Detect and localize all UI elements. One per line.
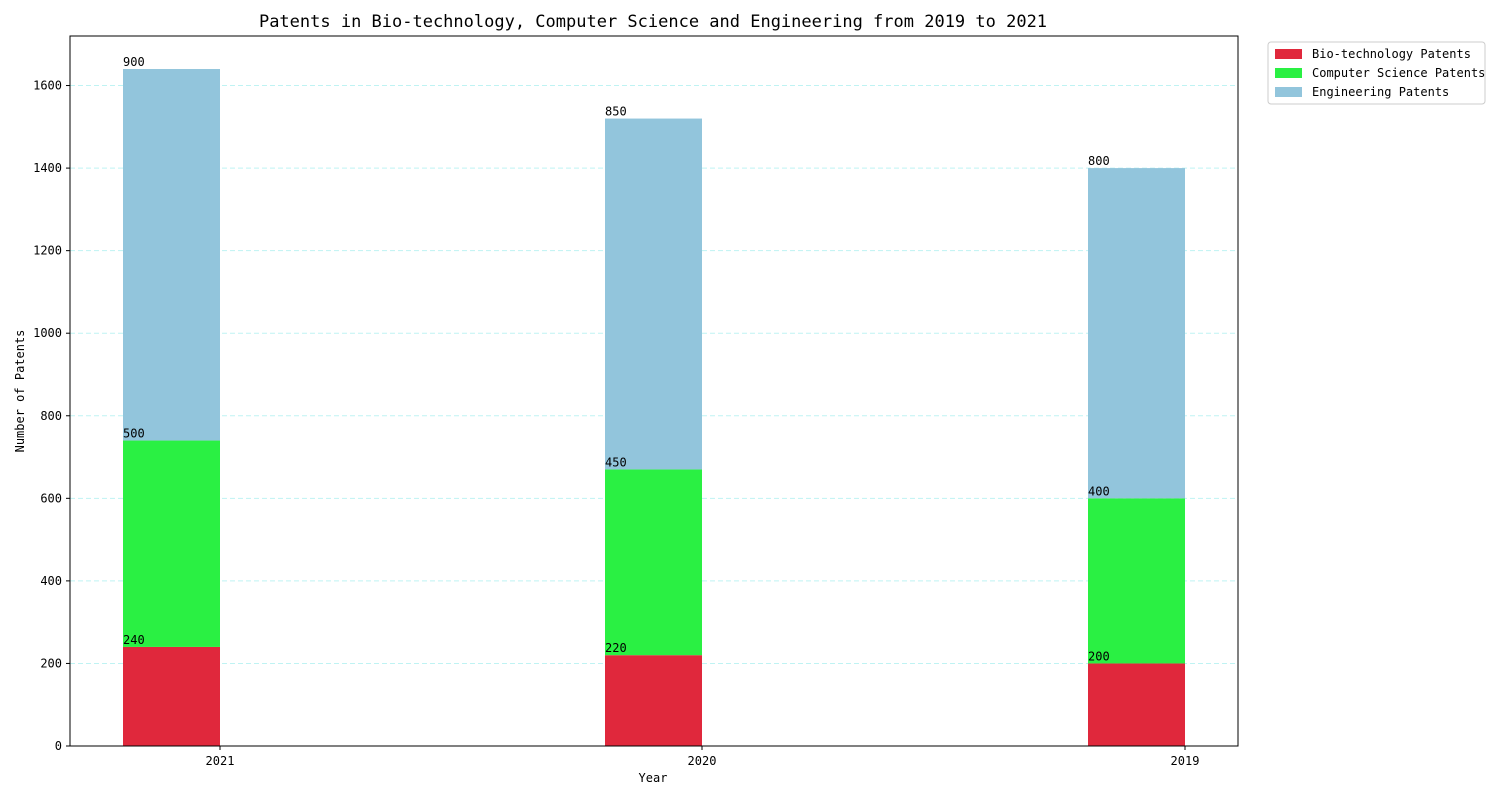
y-tick-label: 400 bbox=[40, 574, 62, 588]
legend: Bio-technology Patents Computer Science P… bbox=[1267, 41, 1486, 105]
y-axis: 0 200 400 600 800 1000 1200 1400 1600 bbox=[33, 79, 70, 753]
y-tick-label: 600 bbox=[40, 491, 62, 505]
bar-segment bbox=[123, 646, 220, 746]
bar-segment bbox=[1088, 498, 1185, 664]
legend-entry: Engineering Patents bbox=[1312, 85, 1449, 99]
legend-swatch bbox=[1275, 68, 1302, 78]
y-tick-label: 1400 bbox=[33, 161, 62, 175]
legend-frame bbox=[1267, 41, 1486, 105]
plot-frame bbox=[69, 35, 1239, 747]
bar-segment bbox=[123, 69, 220, 441]
data-label: 400 bbox=[1088, 484, 1110, 498]
y-tick-label: 1600 bbox=[33, 79, 62, 93]
bar-segment bbox=[1088, 663, 1185, 746]
data-labels: 240 500 900 220 450 850 200 400 800 bbox=[123, 55, 1110, 663]
data-label: 850 bbox=[605, 105, 627, 119]
y-tick-label: 0 bbox=[55, 739, 62, 753]
bar-segment bbox=[123, 440, 220, 647]
chart-title: Patents in Bio-technology, Computer Scie… bbox=[259, 12, 1047, 32]
x-axis: 2021 2020 2019 bbox=[206, 746, 1200, 768]
y-tick-label: 1000 bbox=[33, 326, 62, 340]
data-label: 500 bbox=[123, 427, 145, 441]
legend-swatch bbox=[1275, 87, 1302, 97]
data-label: 200 bbox=[1088, 649, 1110, 663]
y-axis-label: Number of Patents bbox=[13, 330, 27, 453]
y-tick-label: 200 bbox=[40, 656, 62, 670]
legend-entry: Computer Science Patents bbox=[1312, 66, 1485, 80]
data-label: 220 bbox=[605, 641, 627, 655]
legend-entry: Bio-technology Patents bbox=[1312, 47, 1471, 61]
bar-segment bbox=[605, 655, 702, 746]
x-tick-label: 2021 bbox=[206, 754, 235, 768]
data-label: 240 bbox=[123, 633, 145, 647]
data-label: 450 bbox=[605, 455, 627, 469]
bar-segment bbox=[605, 118, 702, 470]
x-tick-label: 2020 bbox=[688, 754, 717, 768]
bar-segment bbox=[1088, 168, 1185, 499]
y-tick-label: 1200 bbox=[33, 244, 62, 258]
data-label: 800 bbox=[1088, 154, 1110, 168]
bars bbox=[123, 69, 1185, 746]
legend-swatch bbox=[1275, 49, 1302, 59]
x-axis-label: Year bbox=[639, 771, 668, 785]
x-tick-label: 2019 bbox=[1171, 754, 1200, 768]
bar-segment bbox=[605, 469, 702, 656]
y-tick-label: 800 bbox=[40, 409, 62, 423]
data-label: 900 bbox=[123, 55, 145, 69]
